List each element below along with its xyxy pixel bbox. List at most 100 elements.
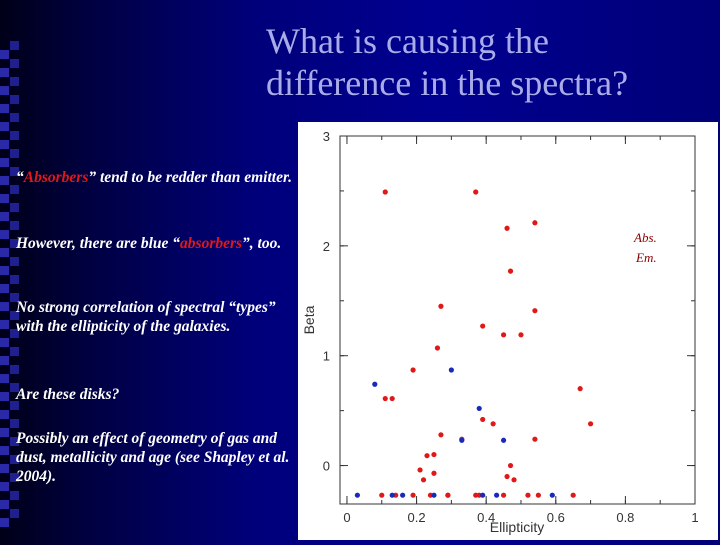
bullet-text: ” tend to be redder than emitter. xyxy=(88,169,293,186)
decorative-square xyxy=(10,239,19,248)
decorative-square xyxy=(10,257,19,266)
decorative-square xyxy=(10,293,19,302)
absorber-point xyxy=(438,303,444,309)
absorber-point xyxy=(577,386,583,392)
decorative-square xyxy=(10,347,19,356)
highlight-absorbers: Absorbers xyxy=(23,169,89,186)
decorative-square xyxy=(10,41,19,50)
absorber-point xyxy=(438,432,444,438)
decorative-square xyxy=(10,167,19,176)
decorative-square xyxy=(0,356,9,365)
emitter-point xyxy=(354,492,361,498)
bullet-disks-question: Are these disks? xyxy=(16,385,296,404)
decorative-square xyxy=(10,365,19,374)
decorative-square xyxy=(0,338,9,347)
decorative-square xyxy=(10,311,19,320)
decorative-square xyxy=(0,464,9,473)
absorber-point xyxy=(490,421,496,427)
decorative-square xyxy=(0,248,9,257)
absorber-point xyxy=(410,367,416,373)
emitter-point xyxy=(448,367,454,373)
emitter-point xyxy=(480,492,486,498)
decorative-square xyxy=(10,437,19,446)
slide-title-line-1: What is causing the xyxy=(266,21,549,61)
y-tick-label: 1 xyxy=(323,349,330,364)
decorative-square xyxy=(0,428,9,437)
decorative-square xyxy=(0,194,9,203)
emitter-point xyxy=(372,381,378,387)
x-tick-label: 1 xyxy=(691,510,698,525)
decorative-square xyxy=(0,158,9,167)
emitter-point xyxy=(549,492,555,498)
decorative-square xyxy=(0,176,9,185)
decorative-square xyxy=(10,275,19,284)
bullet-geometry-effect: Possibly an effect of geometry of gas an… xyxy=(16,429,296,486)
absorber-point xyxy=(434,345,441,351)
decorative-square xyxy=(10,401,19,410)
absorber-point xyxy=(480,416,486,423)
absorber-point xyxy=(382,395,388,402)
bullet-blue-absorbers: However, there are blue “absorbers”, too… xyxy=(16,234,296,253)
decorative-square xyxy=(10,77,19,86)
absorber-point xyxy=(389,395,395,402)
x-tick-label: 0.2 xyxy=(408,510,426,525)
decorative-square xyxy=(10,59,19,68)
legend-abs: Abs. xyxy=(634,230,657,245)
decorative-square xyxy=(0,320,9,329)
decorative-square xyxy=(10,329,19,338)
absorber-point xyxy=(504,225,510,231)
decorative-square xyxy=(0,302,9,311)
decorative-square xyxy=(0,392,9,401)
absorber-point xyxy=(417,467,423,473)
decorative-square xyxy=(0,122,9,131)
scatter-chart-svg: 0 0.2 0.4 0.6 0.8 1 0 1 2 3 Ellipticity Beta xyxy=(301,129,699,535)
absorber-point xyxy=(500,332,507,338)
x-tick-label: 0.8 xyxy=(616,510,634,525)
decorative-square xyxy=(0,104,9,113)
y-tick-label: 3 xyxy=(323,129,330,144)
bullet-text: Possibly an effect of geometry of gas an… xyxy=(16,430,290,485)
decorative-square xyxy=(10,473,19,482)
absorber-point xyxy=(587,421,594,427)
x-tick-label: 0 xyxy=(343,510,350,525)
legend-em: Em. xyxy=(636,250,657,265)
decorative-square xyxy=(10,131,19,140)
absorber-point xyxy=(504,473,510,480)
decorative-square xyxy=(10,95,19,104)
decorative-square xyxy=(0,500,9,509)
bullet-text: Are these disks? xyxy=(16,386,120,403)
bullet-absorbers-redder: “Absorbers” tend to be redder than emitt… xyxy=(16,168,296,187)
absorber-point xyxy=(525,492,531,498)
emitter-point xyxy=(459,437,465,443)
axis-ticks: 0 0.2 0.4 0.6 0.8 1 0 1 2 3 xyxy=(323,129,699,525)
emitter-point xyxy=(400,492,406,498)
decorative-square xyxy=(0,68,9,77)
bullet-no-correlation: No strong correlation of spectral “types… xyxy=(16,298,296,336)
absorber-point xyxy=(410,492,416,498)
absorber-point xyxy=(431,451,437,458)
emitter-point xyxy=(431,492,437,498)
absorber-point xyxy=(532,308,538,314)
decorative-square xyxy=(10,203,19,212)
decorative-square xyxy=(0,482,9,491)
emitter-point xyxy=(494,492,500,498)
emitter-point xyxy=(500,437,507,443)
decorative-square xyxy=(10,149,19,158)
scatter-chart: 0 0.2 0.4 0.6 0.8 1 0 1 2 3 Ellipticity Beta Abs.… xyxy=(298,122,718,540)
bullet-text: ”, too. xyxy=(242,235,282,252)
absorber-point xyxy=(473,189,479,195)
bullet-text: “ xyxy=(16,169,24,186)
x-tick-label: 0.6 xyxy=(547,510,565,525)
absorber-point xyxy=(445,492,451,498)
y-tick-label: 0 xyxy=(323,459,330,474)
absorber-point xyxy=(535,492,541,498)
absorber-point xyxy=(424,453,430,459)
decorative-square xyxy=(0,50,9,59)
decorative-square xyxy=(10,491,19,500)
absorber-point xyxy=(532,436,538,442)
decorative-square xyxy=(10,455,19,464)
bullet-text: However, there are blue “ xyxy=(16,235,181,252)
x-axis-label: Ellipticity xyxy=(490,519,544,535)
absorber-point xyxy=(511,477,517,483)
decorative-square-column xyxy=(0,0,20,540)
